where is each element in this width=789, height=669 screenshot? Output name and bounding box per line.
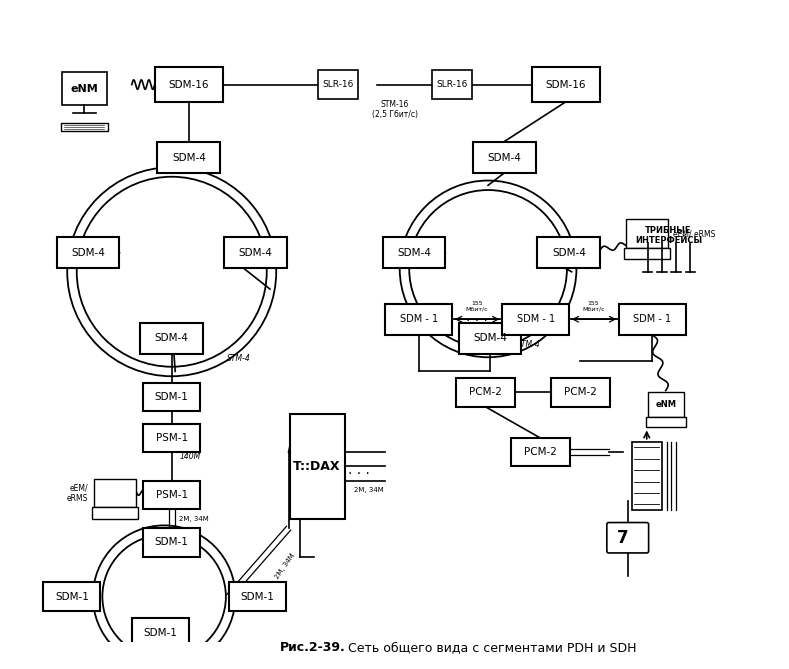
Text: eEM/
eRMS: eEM/ eRMS	[67, 484, 88, 503]
Text: PSM-1: PSM-1	[155, 433, 188, 443]
Text: STM-4: STM-4	[518, 340, 541, 349]
Text: SDM-4: SDM-4	[71, 248, 105, 258]
Text: 140М: 140М	[179, 452, 200, 462]
Text: ТРИБНЫЕ
ИНТЕРФЕЙСЫ: ТРИБНЫЕ ИНТЕРФЕЙСЫ	[635, 225, 702, 245]
FancyBboxPatch shape	[144, 529, 200, 557]
Text: SDM-1: SDM-1	[55, 591, 89, 601]
FancyBboxPatch shape	[155, 68, 223, 102]
FancyBboxPatch shape	[510, 438, 570, 466]
Text: SDM-4: SDM-4	[172, 153, 206, 163]
Text: SDM-1: SDM-1	[155, 537, 189, 547]
Text: Сеть общего вида с сегментами PDH и SDH: Сеть общего вида с сегментами PDH и SDH	[344, 642, 637, 654]
FancyBboxPatch shape	[62, 72, 107, 106]
Text: eNM: eNM	[655, 400, 676, 409]
FancyBboxPatch shape	[94, 479, 136, 507]
FancyBboxPatch shape	[456, 378, 514, 407]
Text: SDM-1: SDM-1	[155, 392, 189, 402]
FancyBboxPatch shape	[224, 237, 286, 268]
Text: SDM-4: SDM-4	[397, 248, 431, 258]
FancyBboxPatch shape	[532, 68, 600, 102]
FancyBboxPatch shape	[645, 417, 686, 427]
Text: 2М, 34М: 2М, 34М	[275, 553, 297, 580]
Text: eNM: eNM	[70, 84, 98, 94]
FancyBboxPatch shape	[57, 237, 119, 268]
Text: SDM-4: SDM-4	[552, 248, 585, 258]
Text: SDM - 1: SDM - 1	[517, 314, 555, 324]
Text: STM-16
(2,5 Гбит/с): STM-16 (2,5 Гбит/с)	[372, 100, 418, 119]
FancyBboxPatch shape	[144, 423, 200, 452]
FancyBboxPatch shape	[537, 237, 600, 268]
Text: SDM-4: SDM-4	[473, 333, 507, 343]
FancyBboxPatch shape	[158, 142, 220, 173]
FancyBboxPatch shape	[386, 304, 452, 335]
Text: 2М, 34М: 2М, 34М	[354, 487, 384, 493]
FancyBboxPatch shape	[290, 414, 345, 518]
Text: 2М, 34М: 2М, 34М	[179, 516, 209, 522]
Text: PSM-1: PSM-1	[155, 490, 188, 500]
Text: PCM-2: PCM-2	[469, 387, 502, 397]
Text: SDM-4: SDM-4	[155, 333, 189, 343]
FancyBboxPatch shape	[144, 383, 200, 411]
FancyBboxPatch shape	[473, 142, 536, 173]
Text: Рис.2-39.: Рис.2-39.	[280, 642, 346, 654]
Text: · · ·: · · ·	[466, 314, 488, 328]
FancyBboxPatch shape	[318, 70, 358, 99]
FancyBboxPatch shape	[140, 322, 203, 354]
Text: SDM-1: SDM-1	[241, 591, 274, 601]
Text: SLR-16: SLR-16	[436, 80, 468, 89]
Text: · · ·: · · ·	[349, 467, 370, 481]
FancyBboxPatch shape	[607, 522, 649, 553]
Text: STM-4: STM-4	[226, 353, 250, 363]
FancyBboxPatch shape	[432, 70, 472, 99]
Text: SDM - 1: SDM - 1	[634, 314, 671, 324]
FancyBboxPatch shape	[132, 618, 189, 647]
Text: SDM-16: SDM-16	[169, 80, 209, 90]
Text: 155
Мбит/с: 155 Мбит/с	[466, 301, 488, 312]
Text: SDM-4: SDM-4	[488, 153, 522, 163]
FancyBboxPatch shape	[383, 237, 445, 268]
FancyBboxPatch shape	[626, 219, 667, 248]
Text: PCM-2: PCM-2	[564, 387, 596, 397]
Text: SDM-1: SDM-1	[144, 628, 178, 638]
Text: SDM-4: SDM-4	[238, 248, 272, 258]
Text: PCM-2: PCM-2	[524, 448, 557, 457]
FancyBboxPatch shape	[648, 393, 684, 417]
FancyBboxPatch shape	[92, 507, 137, 518]
FancyBboxPatch shape	[503, 304, 569, 335]
Text: SLR-16: SLR-16	[322, 80, 353, 89]
FancyBboxPatch shape	[619, 304, 686, 335]
Text: eEM/ eRMS: eEM/ eRMS	[673, 229, 716, 238]
Text: SDM - 1: SDM - 1	[400, 314, 438, 324]
FancyBboxPatch shape	[458, 322, 522, 354]
FancyBboxPatch shape	[144, 481, 200, 509]
FancyBboxPatch shape	[624, 248, 670, 260]
FancyBboxPatch shape	[631, 442, 662, 510]
FancyBboxPatch shape	[229, 583, 286, 611]
FancyBboxPatch shape	[61, 122, 108, 131]
FancyBboxPatch shape	[551, 378, 610, 407]
Text: T::DAX: T::DAX	[294, 460, 341, 473]
Text: 7: 7	[617, 529, 629, 547]
Text: SDM-16: SDM-16	[546, 80, 586, 90]
FancyBboxPatch shape	[43, 583, 100, 611]
Text: 155
Мбит/с: 155 Мбит/с	[582, 301, 605, 312]
